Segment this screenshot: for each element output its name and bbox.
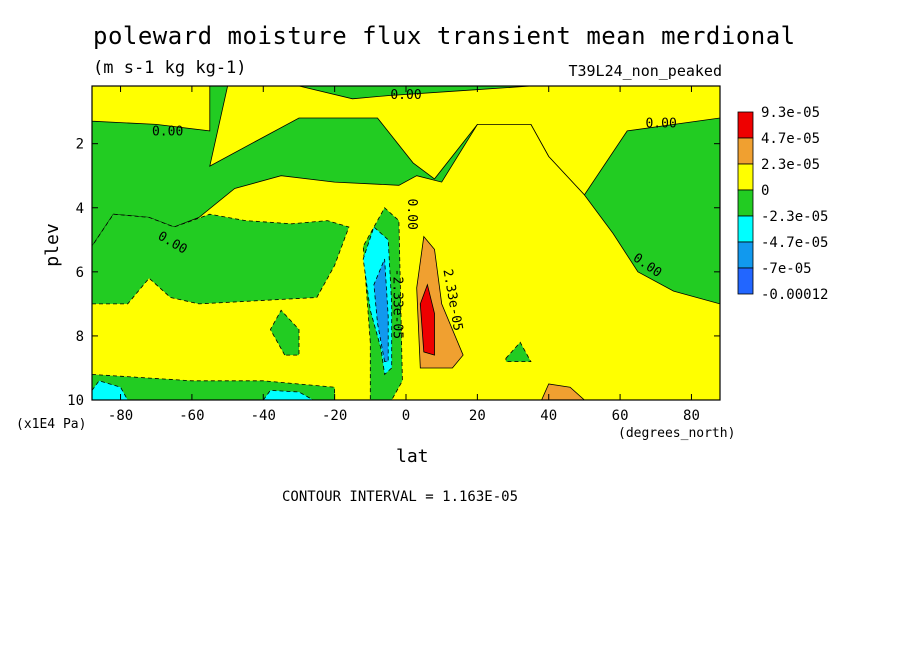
contour-region-14 — [262, 389, 315, 400]
contour-label: 0.00 — [390, 88, 421, 103]
legend-swatch — [737, 163, 754, 191]
x-tick-label: 80 — [683, 408, 700, 424]
y-axis-label: plev — [42, 223, 63, 266]
legend-swatch — [737, 137, 754, 165]
x-tick-label: -40 — [251, 408, 276, 424]
x-tick-label: -20 — [322, 408, 347, 424]
legend-label: 0 — [761, 183, 769, 199]
contour-region-2 — [92, 124, 720, 400]
x-tick-label: -60 — [179, 408, 204, 424]
legend-swatch — [737, 215, 754, 243]
legend-label: 4.7e-05 — [761, 131, 820, 147]
y-tick-label: 6 — [76, 265, 84, 281]
legend-label: -7e-05 — [761, 261, 812, 277]
contour-region-7 — [505, 341, 532, 363]
contour-region-10 — [541, 383, 585, 400]
x-tick-label: -80 — [108, 408, 133, 424]
y-tick-label: 8 — [76, 329, 84, 345]
contour-region-12 — [373, 258, 389, 363]
legend-label: 2.3e-05 — [761, 157, 820, 173]
contour-label: 0.00 — [152, 125, 183, 140]
contour-region-13 — [92, 380, 129, 400]
contour-label: 0.00 — [404, 199, 419, 230]
contour-region-1 — [209, 86, 720, 196]
contour-interval: CONTOUR INTERVAL = 1.163E-05 — [282, 489, 519, 505]
chart-units: (m s-1 kg kg-1) — [93, 58, 247, 78]
contour-label: 0.00 — [645, 117, 676, 132]
chart-title: poleward moisture flux transient mean me… — [93, 22, 796, 50]
y-tick-label: 2 — [76, 137, 84, 153]
legend-swatch — [737, 267, 754, 295]
contour-region-9 — [419, 283, 435, 356]
legend-swatch — [737, 111, 754, 139]
legend-label: -0.00012 — [761, 287, 828, 303]
x-tick-label: 0 — [402, 408, 410, 424]
legend-label: 9.3e-05 — [761, 105, 820, 121]
x-tick-label: 20 — [469, 408, 486, 424]
x-tick-label: 60 — [612, 408, 629, 424]
contour-region-0 — [92, 86, 211, 132]
y-axis-units: (x1E4 Pa) — [16, 417, 87, 432]
contour-region-6 — [269, 309, 300, 356]
y-tick-label: 10 — [67, 393, 84, 409]
legend-label: -4.7e-05 — [761, 235, 828, 251]
contour-label: -2.33e-05 — [390, 269, 405, 339]
x-axis-label: lat — [396, 446, 429, 467]
x-axis-units: (degrees_north) — [618, 426, 736, 441]
x-tick-label: 40 — [540, 408, 557, 424]
dataset-name: T39L24_non_peaked — [568, 62, 722, 80]
y-tick-label: 4 — [76, 201, 84, 217]
legend-swatch — [737, 189, 754, 217]
legend-swatch — [737, 241, 754, 269]
contour-region-3 — [92, 213, 350, 305]
legend-label: -2.3e-05 — [761, 209, 828, 225]
